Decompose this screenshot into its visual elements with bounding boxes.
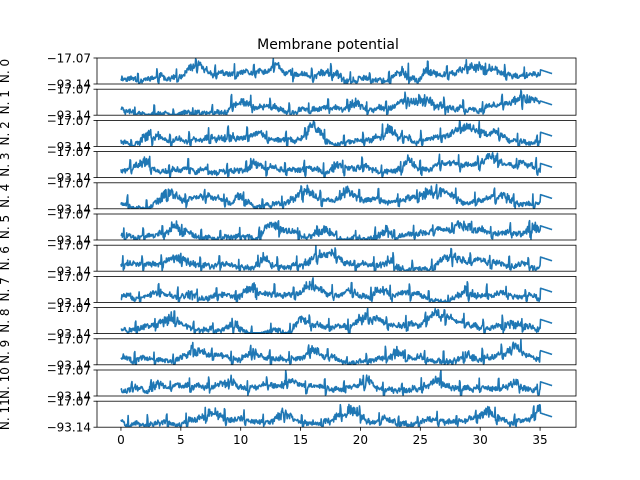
subplot-11: −17.07 −93.14 N. 11: [0, 395, 577, 435]
panel-label-4: N. 4: [0, 184, 12, 208]
y-tick-label-6-0: −17.07: [47, 239, 91, 253]
y-tick-label-11-0: −17.07: [47, 395, 91, 409]
y-tick-label-10-1: −93.14: [47, 390, 91, 404]
subplot-frame-4: [96, 182, 577, 210]
panel-label-9: N. 9: [0, 340, 12, 364]
y-tick-label-8-0: −17.07: [47, 301, 91, 315]
subplot-frame-3: [96, 151, 577, 179]
series-line-2: [120, 120, 553, 147]
y-tick-label-0-1: −93.14: [47, 78, 91, 92]
series-line-10: [120, 369, 553, 397]
y-tick-label-7-1: −93.14: [47, 296, 91, 310]
y-tick-label-11-1: −93.14: [47, 421, 91, 435]
subplot-frame-2: [96, 120, 577, 147]
y-tick-label-4-0: −17.07: [47, 176, 91, 190]
y-tick-label-1-1: −93.14: [47, 109, 91, 123]
subplot-2: −17.07 −93.14 N. 2: [0, 114, 577, 154]
panel-label-2: N. 2: [0, 121, 12, 145]
y-tick-label-2-0: −17.07: [47, 114, 91, 128]
subplot-9: −17.07 −93.14 N. 9: [0, 332, 577, 372]
x-tick-label-3: 15: [293, 433, 308, 447]
subplot-4: −17.07 −93.14 N. 4: [0, 176, 577, 216]
series-line-0: [120, 57, 553, 85]
series-line-6: [120, 245, 553, 272]
subplot-1: −17.07 −93.14 N. 1: [0, 83, 577, 123]
chart-title: Membrane potential: [257, 37, 399, 53]
series-line-9: [120, 338, 553, 365]
series-line-11: [120, 403, 553, 428]
subplot-0: −17.07 −93.14 N. 0: [0, 52, 577, 92]
y-tick-label-1-0: −17.07: [47, 83, 91, 97]
x-tick-label-0: 0: [117, 433, 125, 447]
y-tick-label-9-0: −17.07: [47, 332, 91, 346]
panel-label-10: N. 10: [0, 367, 12, 399]
series-line-3: [120, 152, 553, 178]
subplot-8: −17.07 −93.14 N. 8: [0, 301, 577, 341]
panel-label-8: N. 8: [0, 308, 12, 332]
panel-label-11: N. 11: [0, 398, 12, 430]
subplot-5: −17.07 −93.14 N. 5: [0, 208, 577, 248]
subplot-frame-8: [96, 307, 577, 335]
panel-label-0: N. 0: [0, 59, 12, 83]
y-tick-label-9-1: −93.14: [47, 358, 91, 372]
subplot-7: −17.07 −93.14 N. 7: [0, 270, 577, 310]
x-tick-label-1: 5: [177, 433, 185, 447]
y-tick-label-8-1: −93.14: [47, 327, 91, 341]
y-tick-label-3-0: −17.07: [47, 145, 91, 159]
subplot-frame-7: [96, 275, 577, 303]
x-tick-label-4: 20: [353, 433, 368, 447]
series-line-7: [120, 277, 553, 303]
subplot-frame-10: [96, 369, 577, 397]
subplot-stack: −17.07−93.14N. 0−17.07−93.14N. 1−17.07−9…: [0, 52, 577, 435]
series-line-8: [120, 307, 553, 334]
x-tick-label-2: 10: [233, 433, 248, 447]
subplot-frame-9: [96, 338, 577, 366]
panel-label-6: N. 6: [0, 246, 12, 270]
subplot-frame-6: [96, 244, 577, 272]
subplot-frame-0: [96, 57, 577, 85]
series-line-4: [120, 183, 553, 209]
y-tick-label-5-1: −93.14: [47, 234, 91, 248]
series-line-1: [120, 89, 553, 116]
panel-label-7: N. 7: [0, 277, 12, 301]
x-tick-label-7: 35: [532, 433, 547, 447]
x-tick-label-5: 25: [413, 433, 428, 447]
y-tick-label-10-0: −17.07: [47, 364, 91, 378]
y-tick-label-4-1: −93.14: [47, 202, 91, 216]
series-line-5: [120, 219, 553, 241]
subplot-3: −17.07 −93.14 N. 3: [0, 145, 577, 185]
panel-label-5: N. 5: [0, 215, 12, 239]
subplot-frame-5: [96, 213, 577, 241]
subplot-10: −17.07 −93.14 N. 10: [0, 364, 577, 404]
y-tick-label-3-1: −93.14: [47, 171, 91, 185]
y-tick-label-6-1: −93.14: [47, 265, 91, 279]
y-tick-label-7-0: −17.07: [47, 270, 91, 284]
subplot-frame-1: [96, 88, 577, 116]
y-tick-label-5-0: −17.07: [47, 208, 91, 222]
x-axis: 0 5 10 15 20 25 30 35: [117, 427, 548, 447]
panel-label-3: N. 3: [0, 152, 12, 176]
subplot-frame-11: [96, 400, 577, 428]
y-tick-label-0-0: −17.07: [47, 52, 91, 66]
y-tick-label-2-1: −93.14: [47, 140, 91, 154]
panel-label-1: N. 1: [0, 90, 12, 114]
subplot-6: −17.07 −93.14 N. 6: [0, 239, 577, 279]
x-tick-label-6: 30: [473, 433, 488, 447]
